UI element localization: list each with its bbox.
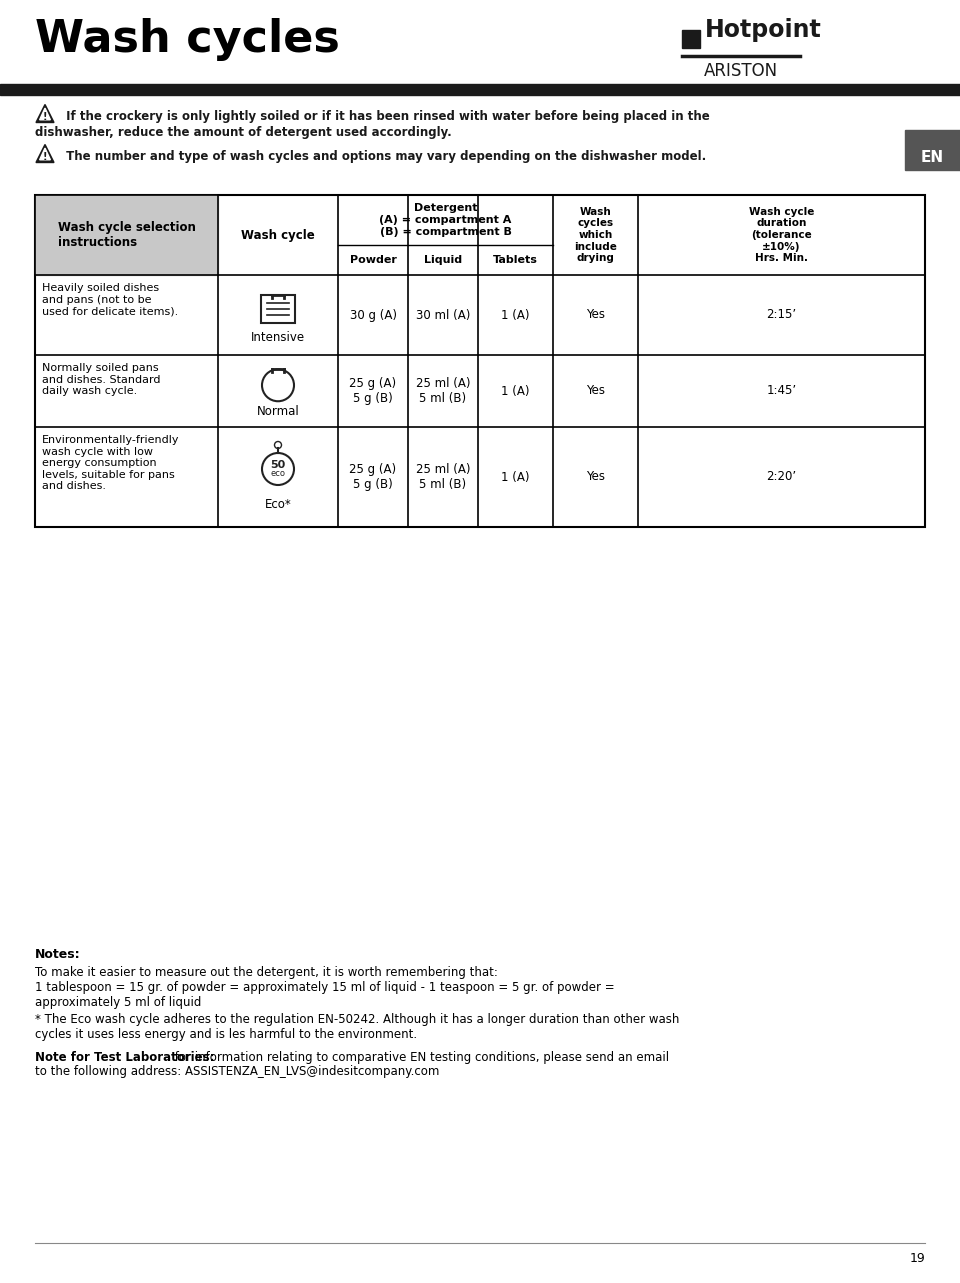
Text: Wash cycle: Wash cycle — [241, 228, 315, 241]
Polygon shape — [39, 108, 50, 119]
Text: Powder: Powder — [349, 255, 396, 266]
Text: Notes:: Notes: — [35, 948, 81, 961]
Text: Wash cycles: Wash cycles — [35, 18, 340, 62]
Text: Tablets: Tablets — [493, 255, 538, 266]
Text: 1 (A): 1 (A) — [501, 308, 530, 322]
Text: dishwasher, reduce the amount of detergent used accordingly.: dishwasher, reduce the amount of deterge… — [35, 126, 452, 139]
Bar — [261, 295, 295, 322]
Text: Detergent
(A) = compartment A
(B) = compartment B: Detergent (A) = compartment A (B) = comp… — [379, 204, 512, 236]
Text: Intensive: Intensive — [251, 331, 305, 344]
Text: EN: EN — [921, 150, 944, 166]
Text: The number and type of wash cycles and options may vary depending on the dishwas: The number and type of wash cycles and o… — [62, 150, 707, 163]
Text: Hotpoint: Hotpoint — [705, 18, 822, 42]
Text: to the following address: ASSISTENZA_EN_LVS@indesitcompany.com: to the following address: ASSISTENZA_EN_… — [35, 1065, 440, 1078]
Text: Normal: Normal — [256, 404, 300, 418]
Polygon shape — [39, 148, 50, 160]
Text: Yes: Yes — [586, 471, 605, 484]
Text: 25 ml (A)
5 ml (B): 25 ml (A) 5 ml (B) — [416, 377, 470, 405]
Text: Normally soiled pans
and dishes. Standard
daily wash cycle.: Normally soiled pans and dishes. Standar… — [42, 363, 160, 396]
Text: Heavily soiled dishes
and pans (not to be
used for delicate items).: Heavily soiled dishes and pans (not to b… — [42, 284, 179, 316]
Polygon shape — [36, 104, 54, 122]
Text: 1 (A): 1 (A) — [501, 471, 530, 484]
Text: Wash
cycles
which
include
drying: Wash cycles which include drying — [574, 207, 617, 263]
Text: Eco*: Eco* — [265, 499, 292, 512]
Text: 2:15’: 2:15’ — [766, 308, 797, 322]
Bar — [0, 83, 960, 95]
Text: ARISTON: ARISTON — [704, 62, 778, 80]
Text: 19: 19 — [909, 1252, 925, 1265]
Bar — [905, 130, 960, 171]
Text: Note for Test Laboratories:: Note for Test Laboratories: — [35, 1051, 214, 1064]
Text: 1:45’: 1:45’ — [766, 385, 797, 398]
Text: 25 g (A)
5 g (B): 25 g (A) 5 g (B) — [349, 463, 396, 491]
Text: eco: eco — [271, 470, 285, 479]
Text: 1 (A): 1 (A) — [501, 385, 530, 398]
Text: To make it easier to measure out the detergent, it is worth remembering that:
1 : To make it easier to measure out the det… — [35, 966, 614, 1008]
Text: Wash cycle selection
instructions: Wash cycle selection instructions — [58, 221, 196, 249]
Bar — [35, 195, 925, 527]
Text: * The Eco wash cycle adheres to the regulation EN-50242. Although it has a longe: * The Eco wash cycle adheres to the regu… — [35, 1014, 680, 1041]
Bar — [35, 195, 218, 275]
Text: If the crockery is only lightly soiled or if it has been rinsed with water befor: If the crockery is only lightly soiled o… — [62, 110, 709, 123]
Text: Environmentally-friendly
wash cycle with low
energy consumption
levels, suitable: Environmentally-friendly wash cycle with… — [42, 435, 180, 491]
Text: 25 g (A)
5 g (B): 25 g (A) 5 g (B) — [349, 377, 396, 405]
Text: Liquid: Liquid — [424, 255, 462, 266]
Text: Wash cycle
duration
(tolerance
±10%)
Hrs. Min.: Wash cycle duration (tolerance ±10%) Hrs… — [749, 207, 814, 263]
Text: 2:20’: 2:20’ — [766, 471, 797, 484]
Text: 30 ml (A): 30 ml (A) — [416, 308, 470, 322]
Bar — [682, 30, 700, 47]
Text: !: ! — [43, 151, 47, 162]
Polygon shape — [36, 145, 54, 163]
Text: 25 ml (A)
5 ml (B): 25 ml (A) 5 ml (B) — [416, 463, 470, 491]
Text: for information relating to comparative EN testing conditions, please send an em: for information relating to comparative … — [171, 1051, 669, 1064]
Text: Yes: Yes — [586, 385, 605, 398]
Text: !: ! — [43, 112, 47, 122]
Text: 50: 50 — [271, 461, 286, 470]
Text: Yes: Yes — [586, 308, 605, 322]
Text: 30 g (A): 30 g (A) — [349, 308, 396, 322]
